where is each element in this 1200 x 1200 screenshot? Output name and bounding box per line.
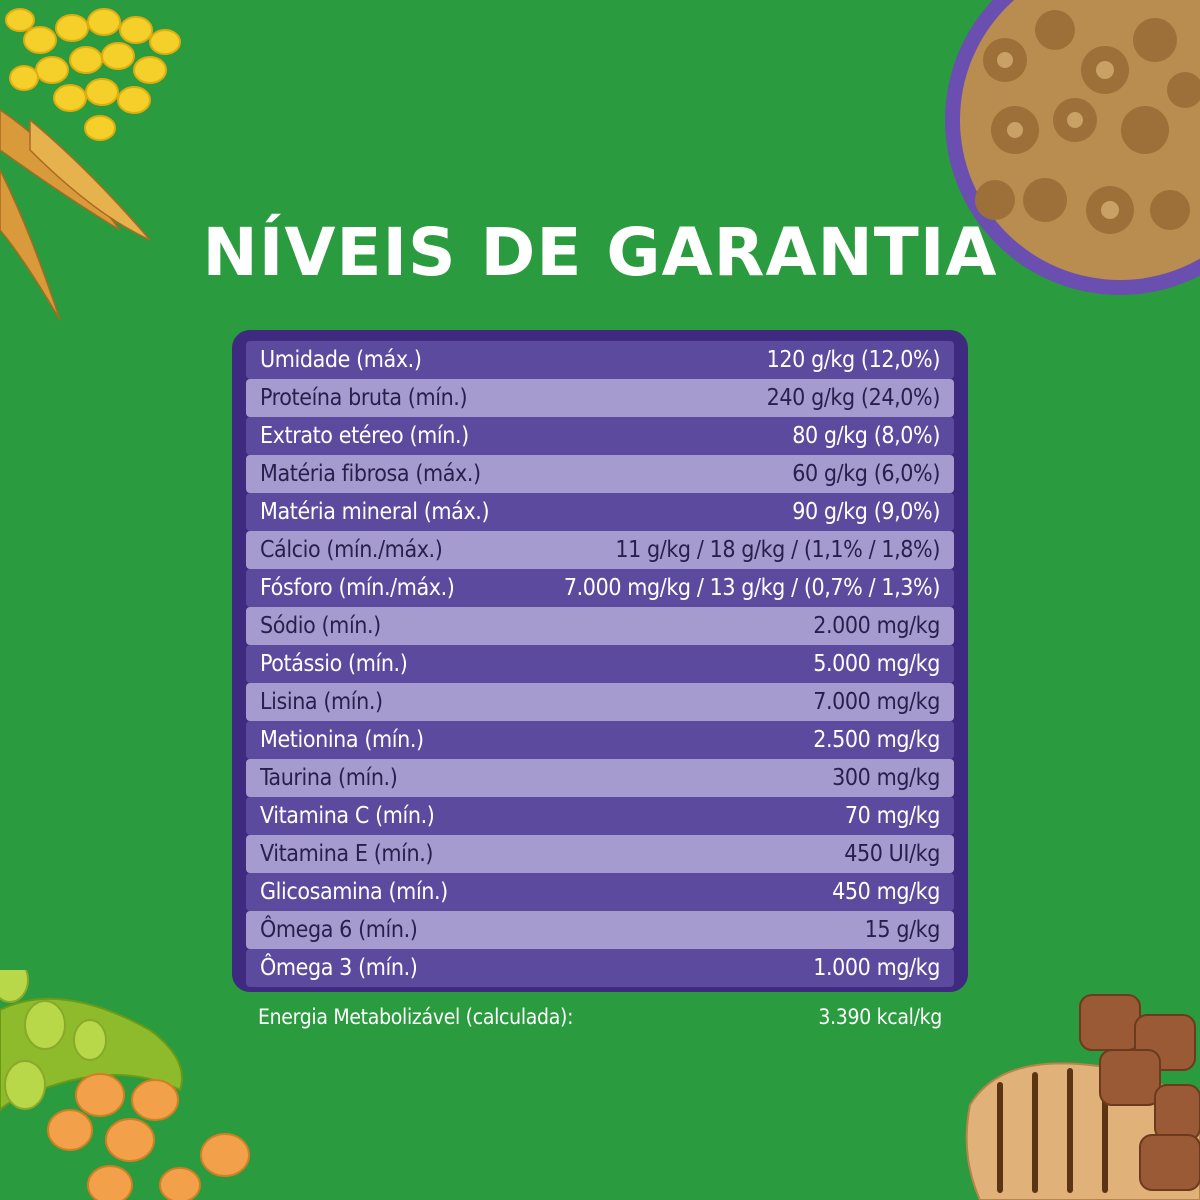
table-row: Extrato etéreo (mín.) 80 g/kg (8,0%) <box>246 417 954 455</box>
row-label: Matéria mineral (máx.) <box>260 499 490 525</box>
row-value: 11 g/kg / 18 g/kg / (1,1% / 1,8%) <box>615 537 940 563</box>
row-value: 80 g/kg (8,0%) <box>792 423 940 449</box>
row-value: 2.500 mg/kg <box>813 727 940 753</box>
row-label: Metionina (mín.) <box>260 727 424 753</box>
row-value: 450 mg/kg <box>832 879 940 905</box>
table-row: Proteína bruta (mín.) 240 g/kg (24,0%) <box>246 379 954 417</box>
table-row: Vitamina C (mín.) 70 mg/kg <box>246 797 954 835</box>
grilled-meat-image <box>965 994 1200 1200</box>
table-row: Umidade (máx.) 120 g/kg (12,0%) <box>246 341 954 379</box>
row-value: 450 UI/kg <box>844 841 940 867</box>
row-value: 2.000 mg/kg <box>813 613 940 639</box>
table-row: Fósforo (mín./máx.) 7.000 mg/kg / 13 g/kg… <box>246 569 954 607</box>
row-label: Matéria fibrosa (máx.) <box>260 461 481 487</box>
row-value: 70 mg/kg <box>844 803 940 829</box>
table-row: Vitamina E (mín.) 450 UI/kg <box>246 835 954 873</box>
row-label: Sódio (mín.) <box>260 613 381 639</box>
row-label: Extrato etéreo (mín.) <box>260 423 469 449</box>
kibble-bowl-image <box>945 0 1200 295</box>
table-row: Cálcio (mín./máx.) 11 g/kg / 18 g/kg / (1… <box>246 531 954 569</box>
table-row: Metionina (mín.) 2.500 mg/kg <box>246 721 954 759</box>
table-rows: Umidade (máx.) 120 g/kg (12,0%) Proteína b… <box>236 334 964 988</box>
table-row: Sódio (mín.) 2.000 mg/kg <box>246 607 954 645</box>
row-label: Vitamina E (mín.) <box>260 841 434 867</box>
table-row: Matéria mineral (máx.) 90 g/kg (9,0%) <box>246 493 954 531</box>
table-row: Taurina (mín.) 300 mg/kg <box>246 759 954 797</box>
soybeans-image <box>0 970 250 1200</box>
row-label: Glicosamina (mín.) <box>260 879 448 905</box>
row-value: 15 g/kg <box>864 917 941 943</box>
row-label: Fósforo (mín./máx.) <box>260 575 455 601</box>
row-label: Ômega 3 (mín.) <box>260 955 418 981</box>
row-label: Proteína bruta (mín.) <box>260 385 468 411</box>
guarantee-table: Umidade (máx.) 120 g/kg (12,0%) Proteína b… <box>232 330 968 992</box>
row-value: 7.000 mg/kg <box>813 689 940 715</box>
row-value: 1.000 mg/kg <box>813 955 940 981</box>
page-title: NÍVEIS DE GARANTIA <box>202 214 998 291</box>
table-row: Potássio (mín.) 5.000 mg/kg <box>246 645 954 683</box>
table-row: Ômega 3 (mín.) 1.000 mg/kg <box>246 949 954 987</box>
row-label: Lisina (mín.) <box>260 689 383 715</box>
table-row: Glicosamina (mín.) 450 mg/kg <box>246 873 954 911</box>
row-value: 60 g/kg (6,0%) <box>792 461 940 487</box>
row-label: Umidade (máx.) <box>260 347 422 373</box>
table-row: Matéria fibrosa (máx.) 60 g/kg (6,0%) <box>246 455 954 493</box>
table-row: Ômega 6 (mín.) 15 g/kg <box>246 911 954 949</box>
row-label: Cálcio (mín./máx.) <box>260 537 443 563</box>
row-value: 90 g/kg (9,0%) <box>792 499 940 525</box>
row-label: Taurina (mín.) <box>260 765 398 791</box>
row-value: 120 g/kg (12,0%) <box>766 347 941 373</box>
row-value: 5.000 mg/kg <box>813 651 940 677</box>
energy-label: Energia Metabolizável (calculada): <box>258 1005 574 1029</box>
energy-row: Energia Metabolizável (calculada): 3.390… <box>258 1005 942 1029</box>
row-value: 7.000 mg/kg / 13 g/kg / (0,7% / 1,3%) <box>563 575 941 601</box>
row-value: 300 mg/kg <box>832 765 940 791</box>
energy-value: 3.390 kcal/kg <box>818 1005 942 1029</box>
row-label: Ômega 6 (mín.) <box>260 917 418 943</box>
corn-and-wheat-image <box>0 8 181 321</box>
row-label: Potássio (mín.) <box>260 651 408 677</box>
row-label: Vitamina C (mín.) <box>260 803 435 829</box>
table-row: Lisina (mín.) 7.000 mg/kg <box>246 683 954 721</box>
row-value: 240 g/kg (24,0%) <box>766 385 941 411</box>
